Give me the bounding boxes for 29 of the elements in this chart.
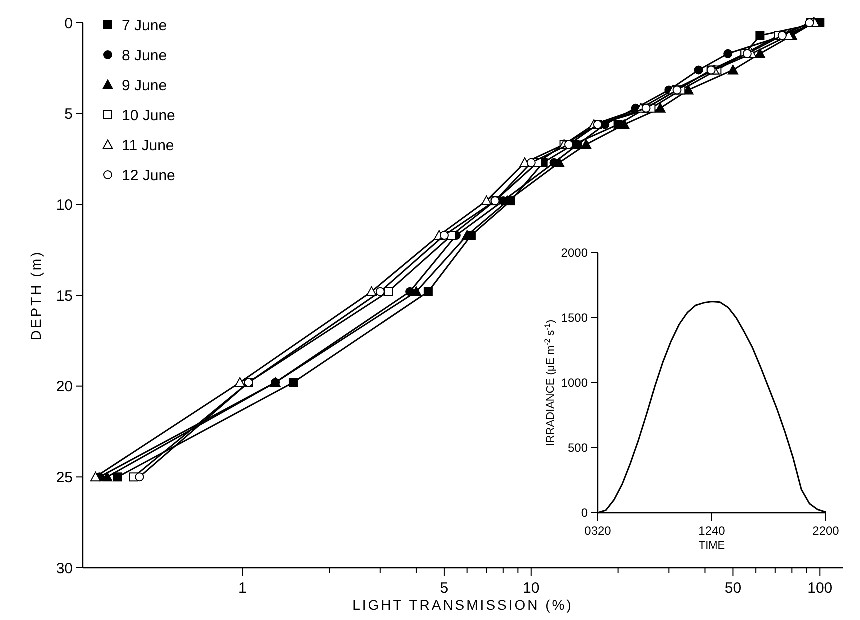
x-tick-label: 1: [238, 580, 247, 597]
x-tick-label: 1240: [698, 524, 726, 538]
x-tick-label: 50: [724, 580, 742, 597]
y-tick-label: 1500: [561, 311, 588, 326]
legend-label: 12 June: [122, 167, 176, 184]
y-axis-title: DEPTH (m): [28, 250, 44, 341]
y-tick-label: 25: [56, 469, 73, 486]
y-tick-label: 20: [56, 378, 73, 396]
y-tick-label: 10: [56, 196, 73, 214]
x-tick-label: 10: [523, 580, 540, 597]
x-axis-title: TIME: [698, 540, 726, 552]
x-axis-title: LIGHT TRANSMISSION (%): [352, 597, 574, 613]
x-tick-label: 0320: [584, 524, 612, 538]
legend-label: 8 June: [122, 47, 168, 64]
legend-label: 10 June: [122, 107, 176, 124]
y-tick-label: 5: [64, 106, 73, 124]
y-tick-label: 1000: [561, 376, 588, 390]
x-tick-label: 2200: [812, 524, 840, 538]
legend-label: 7 June: [122, 17, 168, 34]
y-tick-label: 500: [568, 441, 588, 456]
legend-label: 11 June: [122, 137, 174, 154]
x-tick-label: 5: [440, 580, 449, 597]
y-tick-label: 30: [56, 560, 73, 578]
y-tick-label: 0: [64, 15, 73, 32]
y-tick-label: 15: [56, 288, 73, 305]
legend-label: 9 June: [122, 77, 168, 94]
x-tick-label: 100: [808, 580, 833, 597]
y-tick-label: 0: [581, 506, 588, 520]
y-tick-label: 2000: [561, 246, 588, 260]
